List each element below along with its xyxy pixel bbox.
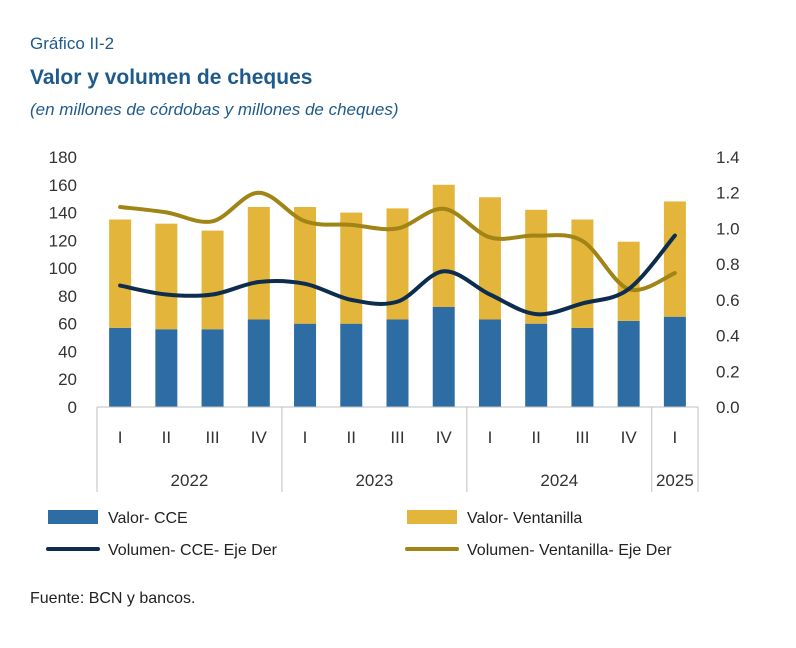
legend-label: Valor- CCE	[108, 510, 188, 527]
line-volumen-cce	[118, 233, 677, 317]
y-left-tick-label: 80	[58, 287, 77, 306]
x-tick-label: III	[390, 428, 404, 447]
x-tick-label: II	[162, 428, 171, 447]
bar-valor-ventanilla	[478, 197, 501, 320]
bar-valor-cce	[571, 327, 594, 407]
figure-label: Gráfico II-2	[30, 34, 115, 53]
y-left-tick-label: 20	[58, 370, 77, 389]
y-right-tick-label: 0.8	[716, 255, 740, 274]
x-tick-label: IV	[436, 428, 453, 447]
bar-valor-ventanilla	[663, 201, 686, 317]
bar-valor-cce	[478, 319, 501, 407]
chart-title: Valor y volumen de cheques	[30, 66, 313, 89]
x-tick-label: IV	[251, 428, 268, 447]
bar-valor-ventanilla	[201, 230, 224, 330]
y-left-tick-label: 0	[68, 398, 77, 417]
x-tick-label: I	[118, 428, 123, 447]
x-tick-label: IV	[621, 428, 638, 447]
y-right-tick-label: 1.2	[716, 184, 740, 203]
source-note: Fuente: BCN y bancos.	[30, 590, 196, 607]
x-year-label: 2023	[355, 471, 393, 490]
y-right-tick-label: 0.6	[716, 291, 740, 310]
x-tick-label: I	[303, 428, 308, 447]
x-tick-label: I	[673, 428, 678, 447]
x-tick-label: II	[347, 428, 356, 447]
y-left-tick-label: 40	[58, 342, 77, 361]
bar-valor-ventanilla	[386, 208, 409, 320]
x-year-label: 2025	[656, 471, 694, 490]
bar-valor-ventanilla	[294, 207, 317, 324]
x-tick-label: III	[205, 428, 219, 447]
y-left-tick-label: 180	[49, 148, 77, 167]
bar-valor-cce	[432, 307, 455, 407]
x-tick-label: II	[531, 428, 540, 447]
bar-valor-ventanilla	[617, 241, 640, 321]
bar-valor-cce	[155, 329, 178, 407]
bar-valor-ventanilla	[155, 223, 178, 330]
legend-swatch	[407, 510, 457, 524]
y-left-tick-label: 120	[49, 231, 77, 250]
bar-valor-ventanilla	[525, 209, 548, 324]
bar-valor-ventanilla	[247, 207, 270, 320]
y-right-tick-label: 0.2	[716, 362, 740, 381]
x-year-label: 2022	[171, 471, 209, 490]
y-right-tick-label: 0.0	[716, 398, 740, 417]
bar-valor-cce	[109, 327, 132, 407]
legend-label: Volumen- CCE- Eje Der	[108, 542, 278, 559]
x-tick-label: I	[488, 428, 493, 447]
y-left-tick-label: 140	[49, 204, 77, 223]
bar-valor-ventanilla	[432, 184, 455, 307]
legend-label: Valor- Ventanilla	[467, 510, 582, 527]
bar-valor-cce	[340, 323, 363, 407]
bar-valor-cce	[386, 319, 409, 407]
chart-subtitle: (en millones de córdobas y millones de c…	[30, 100, 399, 119]
legend-label: Volumen- Ventanilla- Eje Der	[467, 542, 672, 559]
y-right-tick-label: 1.4	[716, 148, 740, 167]
y-left-tick-label: 100	[49, 259, 77, 278]
x-year-label: 2024	[540, 471, 578, 490]
bar-valor-cce	[617, 320, 640, 407]
bar-valor-ventanilla	[340, 212, 363, 324]
y-left-tick-label: 60	[58, 315, 77, 334]
line-volumen-ventanilla	[118, 190, 677, 293]
y-right-tick-label: 0.4	[716, 327, 740, 346]
legend-swatch	[48, 510, 98, 524]
y-left-tick-label: 160	[49, 176, 77, 195]
x-tick-label: III	[575, 428, 589, 447]
bar-valor-cce	[294, 323, 317, 407]
bar-valor-cce	[525, 323, 548, 407]
bar-valor-cce	[201, 329, 224, 407]
bar-valor-ventanilla	[109, 219, 132, 328]
bar-valor-cce	[247, 319, 270, 407]
y-right-tick-label: 1.0	[716, 219, 740, 238]
bar-valor-cce	[663, 316, 686, 407]
